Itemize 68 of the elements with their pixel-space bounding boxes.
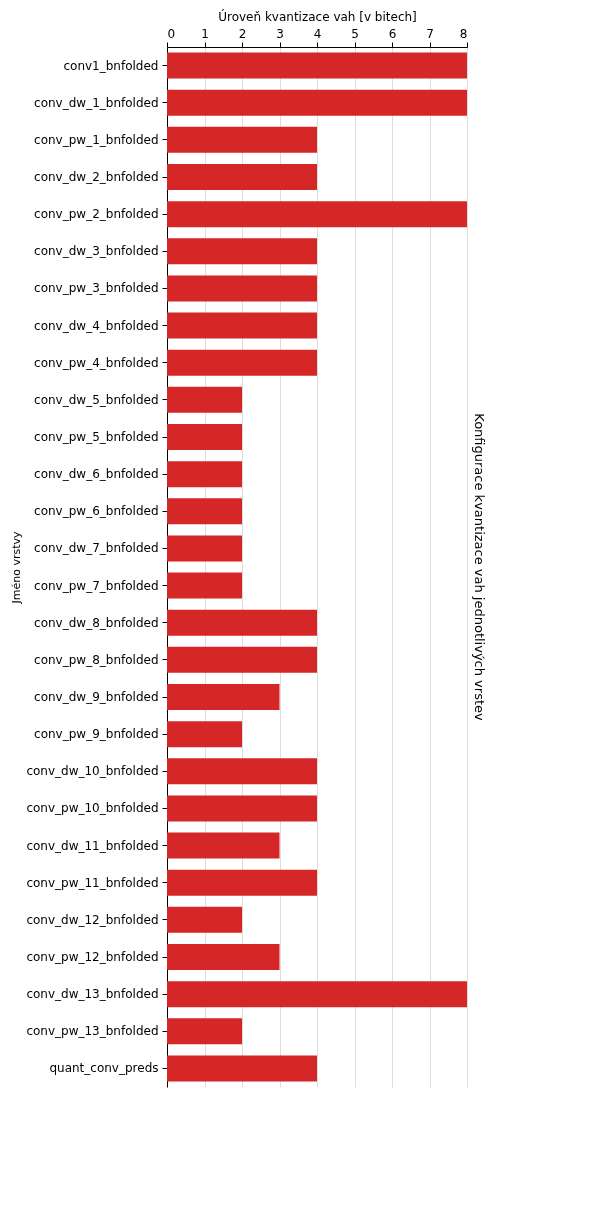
x-tick-label: 2 (238, 26, 247, 41)
y-tick-label: quant_conv_preds (49, 1061, 159, 1076)
y-tick-label: conv_dw_4_bnfolded (34, 318, 159, 333)
bar (167, 535, 242, 562)
y-tick-label: conv_pw_9_bnfolded (34, 727, 159, 742)
x-tick-label: 8 (459, 26, 468, 41)
y-tick-label: conv_dw_11_bnfolded (26, 838, 159, 853)
y-tick-label: conv_dw_2_bnfolded (34, 170, 159, 184)
x-tick-label: 3 (276, 26, 284, 41)
y-tick-label: conv_dw_10_bnfolded (26, 764, 159, 779)
y-tick-label: conv_dw_13_bnfolded (26, 987, 159, 1002)
x-axis-title: Úroveň kvantizace vah [v bitech] (218, 8, 417, 24)
y-tick-label: conv_dw_12_bnfolded (26, 912, 159, 927)
y-tick-label: conv_dw_9_bnfolded (34, 690, 159, 704)
bar (167, 758, 317, 785)
y-tick-label: conv_dw_1_bnfolded (34, 95, 159, 110)
y-tick-label: conv_pw_4_bnfolded (34, 355, 159, 370)
bar (167, 944, 280, 970)
y-tick-label: conv_pw_11_bnfolded (26, 875, 159, 890)
bar (167, 609, 317, 636)
x-tick-label: 7 (426, 26, 434, 41)
y-axis-title: Jméno vrstvy (10, 531, 24, 605)
bar (167, 164, 317, 190)
y-tick-label: conv_pw_6_bnfolded (34, 504, 159, 519)
y-tick-label: conv_pw_13_bnfolded (26, 1024, 159, 1039)
bar (167, 52, 467, 79)
bar (167, 721, 242, 748)
bar (167, 461, 242, 488)
x-tick-label: 4 (313, 26, 322, 41)
bar (167, 498, 242, 525)
bar (167, 201, 467, 228)
bar (167, 349, 317, 376)
y-tick-label: conv_pw_7_bnfolded (34, 578, 159, 593)
x-tick-label: 6 (388, 26, 397, 41)
x-tick-label: 5 (351, 26, 359, 41)
bar (167, 981, 467, 1008)
x-tick-label: 1 (201, 26, 209, 41)
bar (167, 572, 242, 599)
bar (167, 238, 317, 265)
y-tick-label: conv_pw_8_bnfolded (34, 652, 159, 667)
x-tick-label: 0 (167, 26, 176, 41)
y-tick-label: conv_dw_6_bnfolded (34, 467, 159, 482)
bar (167, 386, 242, 413)
bar (167, 275, 317, 302)
bar (167, 906, 242, 933)
bar (167, 795, 317, 822)
bar (167, 684, 280, 710)
bar (167, 869, 317, 896)
y-tick-label: conv_pw_3_bnfolded (34, 281, 159, 296)
y-tick-label: conv_pw_12_bnfolded (26, 950, 159, 964)
bar (167, 646, 317, 673)
y-tick-label: conv_pw_2_bnfolded (34, 207, 159, 222)
bar (167, 126, 317, 153)
bar (167, 1055, 317, 1082)
y-tick-label: conv_dw_3_bnfolded (34, 244, 159, 259)
text: Konfigurace kvantizace vah jednotlivých vrstev (471, 413, 487, 722)
y-tick-label: conv_pw_1_bnfolded (34, 132, 159, 147)
y-tick-label: conv_pw_10_bnfolded (26, 801, 159, 816)
bar (167, 832, 280, 859)
bar (167, 424, 242, 450)
y-tick-label: conv_pw_5_bnfolded (34, 430, 159, 444)
y-tick-label: conv_dw_8_bnfolded (34, 615, 159, 630)
y-tick-label: conv1_bnfolded (63, 58, 159, 73)
y-tick-label: conv_dw_5_bnfolded (34, 392, 159, 407)
bar (167, 312, 317, 339)
bar (167, 89, 467, 116)
y-tick-label: conv_dw_7_bnfolded (34, 541, 159, 556)
bar (167, 1018, 242, 1045)
